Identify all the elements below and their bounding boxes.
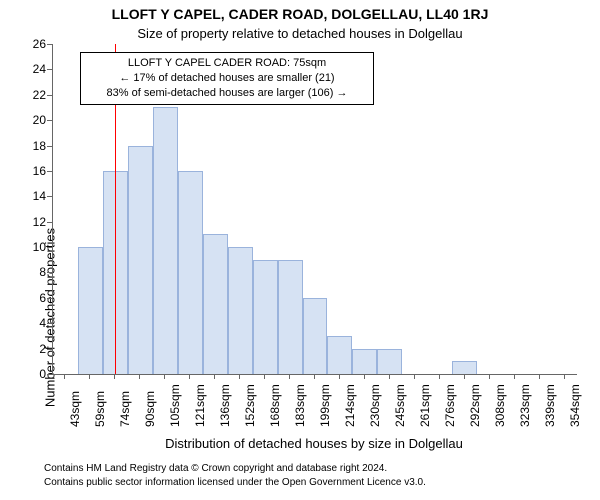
annotation-box: LLOFT Y CAPEL CADER ROAD: 75sqm ← 17% of… (80, 52, 374, 105)
x-tick-label: 245sqm (393, 384, 407, 427)
x-tick-label: 323sqm (518, 384, 532, 427)
y-tick-label: 24 (16, 62, 46, 76)
y-tick-label: 2 (16, 342, 46, 356)
x-tick-label: 339sqm (543, 384, 557, 427)
footer-line2: Contains public sector information licen… (44, 476, 426, 490)
x-tick-label: 199sqm (318, 384, 332, 427)
x-tick-label: 121sqm (193, 384, 207, 427)
y-tick-label: 10 (16, 240, 46, 254)
y-tick-label: 8 (16, 265, 46, 279)
x-tick-label: 43sqm (68, 391, 82, 427)
x-tick-label: 276sqm (443, 384, 457, 427)
histogram-bar (452, 361, 477, 374)
y-tick-label: 16 (16, 164, 46, 178)
y-tick-label: 18 (16, 139, 46, 153)
x-tick-label: 261sqm (418, 384, 432, 427)
histogram-bar (352, 349, 377, 374)
x-tick-label: 183sqm (293, 384, 307, 427)
footer-attribution: Contains HM Land Registry data © Crown c… (44, 462, 426, 489)
histogram-bar (253, 260, 278, 374)
histogram-bar (377, 349, 402, 374)
x-tick-label: 90sqm (143, 391, 157, 427)
y-tick-label: 26 (16, 37, 46, 51)
chart-title-sub: Size of property relative to detached ho… (0, 26, 600, 41)
chart-title-main: LLOFT Y CAPEL, CADER ROAD, DOLGELLAU, LL… (0, 6, 600, 22)
histogram-bar (327, 336, 352, 374)
x-tick-label: 354sqm (568, 384, 582, 427)
y-tick-label: 0 (16, 367, 46, 381)
annotation-line2: ← 17% of detached houses are smaller (21… (87, 71, 367, 86)
y-tick-label: 4 (16, 316, 46, 330)
histogram-bar (228, 247, 253, 374)
x-tick-label: 308sqm (493, 384, 507, 427)
x-tick-label: 214sqm (343, 384, 357, 427)
y-tick-label: 20 (16, 113, 46, 127)
x-tick-label: 136sqm (218, 384, 232, 427)
x-tick-label: 292sqm (468, 384, 482, 427)
histogram-bar (303, 298, 328, 374)
x-tick-label: 74sqm (118, 391, 132, 427)
x-axis-label: Distribution of detached houses by size … (52, 436, 576, 451)
x-tick-label: 152sqm (243, 384, 257, 427)
x-tick-label: 59sqm (93, 391, 107, 427)
histogram-bar (153, 107, 178, 374)
histogram-bar (128, 146, 153, 374)
y-tick-label: 22 (16, 88, 46, 102)
histogram-bar (278, 260, 303, 374)
y-tick-label: 6 (16, 291, 46, 305)
footer-line1: Contains HM Land Registry data © Crown c… (44, 462, 426, 476)
histogram-bar (203, 234, 228, 374)
histogram-bar (178, 171, 203, 374)
annotation-line1: LLOFT Y CAPEL CADER ROAD: 75sqm (87, 56, 367, 71)
annotation-line3: 83% of semi-detached houses are larger (… (87, 86, 367, 101)
histogram-bar (78, 247, 103, 374)
x-tick-label: 105sqm (168, 384, 182, 427)
x-tick-label: 230sqm (368, 384, 382, 427)
y-tick-label: 12 (16, 215, 46, 229)
x-tick-label: 168sqm (268, 384, 282, 427)
y-tick-label: 14 (16, 189, 46, 203)
chart-container: LLOFT Y CAPEL, CADER ROAD, DOLGELLAU, LL… (0, 0, 600, 500)
